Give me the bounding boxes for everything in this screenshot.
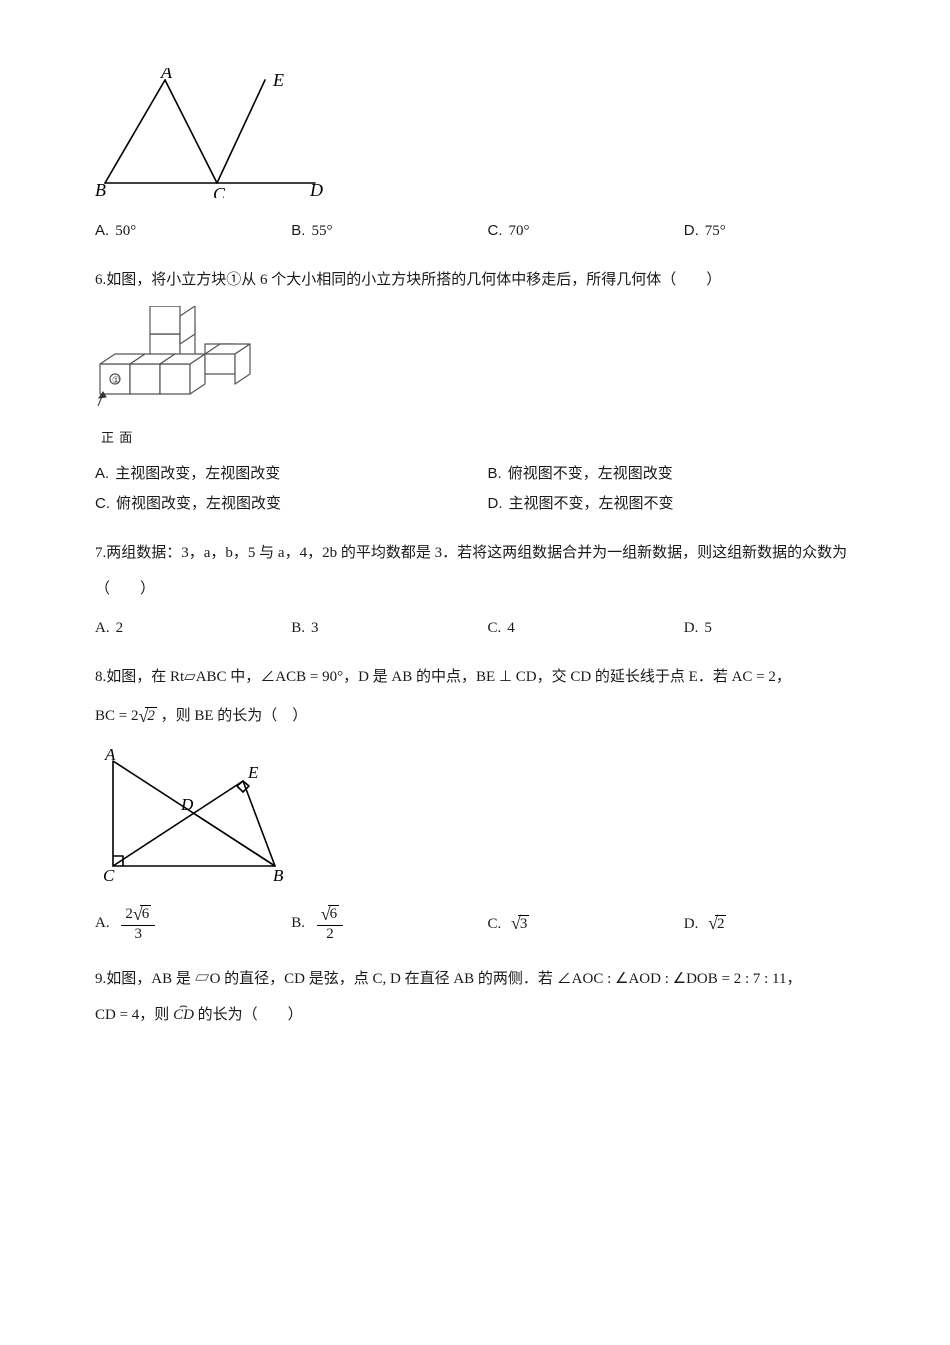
q5-opt-A[interactable]: A.50° bbox=[95, 216, 291, 246]
q8-bc-under: 2 bbox=[145, 707, 157, 724]
q6-options: A.主视图改变，左视图改变 B.俯视图不变，左视图改变 C.俯视图改变，左视图改… bbox=[95, 459, 880, 519]
q8-bc-coef: 2 bbox=[131, 708, 139, 724]
q8-A-den: 3 bbox=[121, 925, 155, 943]
q5-opt-D[interactable]: D.75° bbox=[684, 216, 880, 246]
q7-stem: 7.两组数据：3，a，b，5 与 a，4，2b 的平均数都是 3．若将这两组数据… bbox=[95, 535, 880, 607]
q6-opt-C-text: 俯视图改变，左视图改变 bbox=[116, 496, 281, 512]
q5-label-A: A bbox=[160, 68, 173, 82]
q9-stem-l2-suffix: 的长为（ ） bbox=[194, 1007, 303, 1023]
q5-label-C: C bbox=[213, 184, 226, 198]
q8-options: A. 2√6 3 B. √6 2 C. √3 D. √2 bbox=[95, 904, 880, 943]
svg-text:①: ① bbox=[112, 375, 120, 385]
q8-svg: A E D C B bbox=[95, 746, 295, 886]
q7-options: A.2 B.3 C.4 D.5 bbox=[95, 613, 880, 643]
q6-svg: ① bbox=[95, 306, 255, 418]
q8-B-under: 6 bbox=[328, 905, 340, 922]
q9-stem-l1: 9.如图，AB 是 ▱O 的直径，CD 是弦，点 C, D 在直径 AB 的两侧… bbox=[95, 971, 802, 987]
q6-caption: 正 面 bbox=[101, 430, 133, 445]
q8-label-B: B bbox=[273, 866, 284, 885]
q6-figure: ① 正 面 bbox=[95, 306, 880, 449]
q8-B-den: 2 bbox=[317, 925, 343, 943]
q8-opt-C[interactable]: C. √3 bbox=[488, 905, 684, 941]
q6-opt-B-text: 俯视图不变，左视图改变 bbox=[508, 466, 673, 482]
q5-opt-A-text: 50° bbox=[115, 223, 136, 239]
q6-opt-C[interactable]: C.俯视图改变，左视图改变 bbox=[95, 489, 488, 519]
q8-C-under: 3 bbox=[518, 915, 530, 932]
q5-svg: A E B C D bbox=[95, 68, 325, 198]
q8-stem-line1: 8.如图，在 Rt▱ABC 中，∠ACB = 90°，D 是 AB 的中点，BE… bbox=[95, 669, 791, 685]
q8-label-D: D bbox=[180, 795, 194, 814]
q6-opt-A-text: 主视图改变，左视图改变 bbox=[115, 466, 280, 482]
q8-opt-A[interactable]: A. 2√6 3 bbox=[95, 904, 291, 943]
q7-opt-B-text: 3 bbox=[311, 620, 319, 636]
q5-figure: A E B C D bbox=[95, 68, 880, 206]
q6-opt-B[interactable]: B.俯视图不变，左视图改变 bbox=[488, 459, 881, 489]
q5-opt-D-text: 75° bbox=[705, 223, 726, 239]
q8-D-under: 2 bbox=[715, 915, 727, 932]
q7-opt-C[interactable]: C.4 bbox=[488, 613, 684, 643]
q9-stem: 9.如图，AB 是 ▱O 的直径，CD 是弦，点 C, D 在直径 AB 的两侧… bbox=[95, 961, 880, 1033]
q8-stem: 8.如图，在 Rt▱ABC 中，∠ACB = 90°，D 是 AB 的中点，BE… bbox=[95, 659, 880, 738]
q8-bc-prefix: BC = bbox=[95, 708, 131, 724]
q8-A-coef: 2 bbox=[125, 906, 133, 922]
q5-label-B: B bbox=[95, 180, 106, 198]
q7-opt-D[interactable]: D.5 bbox=[684, 613, 880, 643]
q7-opt-B[interactable]: B.3 bbox=[291, 613, 487, 643]
q8-stem-suffix: ，则 BE 的长为（ ） bbox=[161, 708, 308, 724]
q8-opt-D[interactable]: D. √2 bbox=[684, 905, 880, 941]
q7-opt-A[interactable]: A.2 bbox=[95, 613, 291, 643]
q8-stem-bc: BC = 2√2 bbox=[95, 708, 161, 724]
q6-opt-D[interactable]: D.主视图不变，左视图不变 bbox=[488, 489, 881, 519]
q6-opt-D-text: 主视图不变，左视图不变 bbox=[509, 496, 674, 512]
q9-stem-l2-prefix: CD = 4，则 bbox=[95, 1007, 173, 1023]
q8-label-E: E bbox=[247, 763, 259, 782]
q7-opt-C-text: 4 bbox=[507, 620, 515, 636]
q7-opt-D-text: 5 bbox=[704, 620, 712, 636]
q8-opt-B[interactable]: B. √6 2 bbox=[291, 904, 487, 943]
q8-label-A: A bbox=[104, 746, 116, 764]
q5-label-E: E bbox=[272, 70, 284, 90]
q5-opt-C-text: 70° bbox=[509, 223, 530, 239]
q5-opt-B[interactable]: B.55° bbox=[291, 216, 487, 246]
q8-figure: A E D C B bbox=[95, 746, 880, 894]
q5-label-D: D bbox=[309, 180, 323, 198]
q8-A-under: 6 bbox=[140, 905, 152, 922]
q6-stem: 6.如图，将小立方块①从 6 个大小相同的小立方块所搭的几何体中移走后，所得几何… bbox=[95, 262, 880, 298]
q5-opt-B-text: 55° bbox=[311, 223, 332, 239]
q8-label-C: C bbox=[103, 866, 115, 885]
q5-opt-C[interactable]: C.70° bbox=[488, 216, 684, 246]
q7-opt-A-text: 2 bbox=[116, 620, 124, 636]
q5-options: A.50° B.55° C.70° D.75° bbox=[95, 216, 880, 246]
q6-opt-A[interactable]: A.主视图改变，左视图改变 bbox=[95, 459, 488, 489]
